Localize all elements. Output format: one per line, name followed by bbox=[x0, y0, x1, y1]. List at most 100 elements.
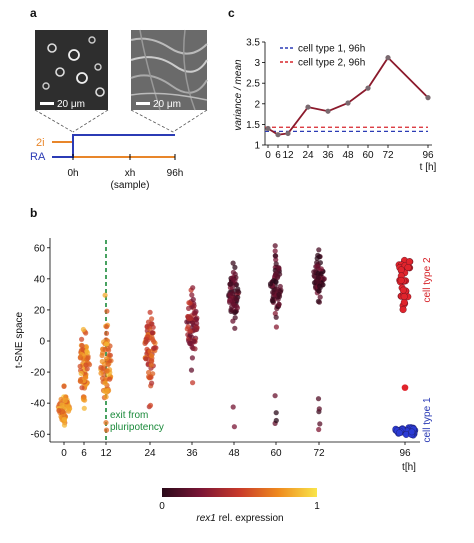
b-cell-point bbox=[81, 394, 87, 400]
c-data-point bbox=[365, 85, 371, 91]
b-ytick-label: 60 bbox=[34, 243, 46, 254]
scalebar-label-left: 20 μm bbox=[57, 99, 85, 110]
c-data-point bbox=[385, 55, 391, 61]
b-cell-point bbox=[227, 298, 233, 304]
b-cell-point bbox=[102, 380, 108, 386]
b-xtick-label: 96 bbox=[399, 448, 411, 459]
panel-c-label: c bbox=[228, 6, 235, 20]
c-data-point bbox=[325, 108, 331, 114]
micrograph-right: 20 μm bbox=[130, 29, 208, 111]
c-data-point bbox=[265, 125, 271, 132]
b-cell-point bbox=[191, 338, 197, 344]
b-cell-point bbox=[273, 261, 279, 267]
b-cell-point bbox=[152, 345, 158, 351]
b-cell-point bbox=[228, 307, 234, 313]
c-ytick-label: 2 bbox=[254, 99, 260, 110]
c-xlabel: t [h] bbox=[420, 162, 437, 173]
colorbar-max: 1 bbox=[314, 501, 320, 512]
b-cell-point bbox=[84, 348, 90, 354]
b-cell-point bbox=[148, 362, 154, 368]
b-cell-point bbox=[230, 290, 236, 297]
tick-sample: (sample) bbox=[111, 180, 150, 191]
b-cell-point bbox=[187, 300, 193, 306]
c-xtick-label: 72 bbox=[382, 150, 394, 161]
b-cell-point bbox=[103, 394, 109, 400]
b-cell-point bbox=[273, 269, 279, 276]
b-cell-point bbox=[315, 252, 321, 258]
b-cell-point bbox=[79, 343, 85, 349]
b-cell-point bbox=[230, 260, 236, 266]
b-cell-point bbox=[144, 323, 150, 329]
b-cell-point bbox=[61, 422, 68, 428]
b-cell-type-2-point bbox=[400, 293, 408, 301]
protocol-timeline: 2i RA 0h xh (sample) 96h bbox=[30, 134, 184, 191]
b-cell-point bbox=[62, 397, 68, 404]
c-xtick-label: 12 bbox=[282, 150, 294, 161]
b-ytick-label: -40 bbox=[31, 399, 46, 410]
b-cell-point bbox=[276, 291, 282, 298]
colorbar-gradient bbox=[162, 488, 317, 497]
b-xtick-label: 72 bbox=[313, 448, 325, 459]
b-xtick-label: 48 bbox=[228, 448, 240, 459]
b-cell-point bbox=[273, 257, 279, 263]
b-cell-point bbox=[274, 274, 281, 281]
b-ytick-label: 40 bbox=[34, 274, 46, 285]
b-cell-point bbox=[143, 356, 149, 362]
b-cell-point bbox=[192, 327, 198, 333]
b-cell-point bbox=[230, 269, 236, 275]
b-cell-point bbox=[318, 266, 324, 272]
b-cell-point bbox=[314, 263, 320, 269]
b-cell-point bbox=[77, 354, 83, 360]
scalebar-label-right: 20 μm bbox=[153, 99, 181, 110]
b-cell-point bbox=[106, 347, 112, 353]
b-cell-point bbox=[107, 376, 113, 382]
b-cell-point bbox=[190, 320, 196, 326]
b-cell-point bbox=[230, 404, 236, 410]
b-cell-point bbox=[272, 393, 278, 399]
c-ytick-label: 3 bbox=[254, 58, 260, 69]
b-cell-point bbox=[145, 319, 152, 325]
b-cell-point bbox=[103, 330, 110, 336]
b-cell-point bbox=[80, 326, 86, 333]
exit-annotation-2: pluripotency bbox=[110, 422, 164, 433]
b-cell-point bbox=[273, 314, 279, 320]
b-cell-point bbox=[194, 320, 200, 326]
b-cell-point bbox=[81, 405, 87, 411]
tick-0h: 0h bbox=[67, 168, 78, 179]
b-cell-point bbox=[273, 324, 279, 330]
b-cell-point bbox=[190, 285, 196, 291]
b-cell-point bbox=[232, 315, 238, 321]
tick-xh: xh bbox=[125, 168, 136, 179]
b-cell-point bbox=[86, 362, 93, 368]
c-xtick-label: 0 bbox=[265, 150, 271, 161]
c-data-point bbox=[285, 130, 291, 137]
b-cell-point bbox=[186, 316, 192, 322]
b-cell-point bbox=[149, 316, 155, 322]
b-cell-point bbox=[102, 292, 108, 298]
b-xtick-label: 12 bbox=[100, 448, 112, 459]
b-cell-point bbox=[149, 380, 155, 386]
b-cell-type-2-point bbox=[397, 276, 405, 284]
b-cell-point bbox=[104, 308, 110, 314]
b-cell-point bbox=[187, 340, 193, 346]
panel-a-label: a bbox=[30, 6, 37, 20]
side-label-cell-type-2: cell type 2 bbox=[422, 257, 433, 302]
b-cell-point bbox=[272, 248, 278, 254]
b-ytick-label: -20 bbox=[31, 368, 46, 379]
b-cell-point bbox=[105, 362, 111, 368]
b-ytick-label: -60 bbox=[31, 430, 46, 441]
b-cell-point bbox=[149, 335, 155, 341]
b-cell-point bbox=[232, 309, 238, 315]
tick-96h: 96h bbox=[167, 168, 184, 179]
b-xtick-label: 24 bbox=[144, 448, 156, 459]
side-label-cell-type-1: cell type 1 bbox=[422, 397, 433, 442]
b-cell-point bbox=[313, 278, 319, 284]
c-legend-label: cell type 1, 96h bbox=[298, 44, 365, 55]
b-cell-point bbox=[269, 298, 275, 304]
micrograph-left: 20 μm bbox=[35, 30, 108, 110]
b-xlabel: t[h] bbox=[402, 462, 416, 473]
b-cell-point bbox=[83, 375, 89, 381]
b-cell-point bbox=[276, 265, 282, 271]
b-cell-point bbox=[317, 294, 323, 300]
b-cell-point bbox=[192, 346, 198, 352]
